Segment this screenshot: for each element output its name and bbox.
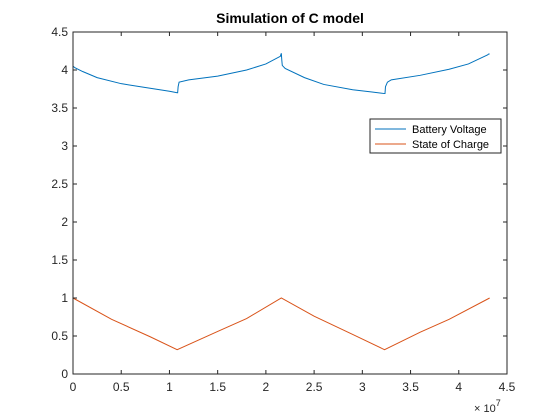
x-tick-label: 4 [455, 380, 462, 394]
y-tick-label: 0.5 [51, 329, 68, 343]
x-tick-label: 0 [70, 380, 77, 394]
series-layer [72, 53, 490, 351]
series-line-1 [72, 297, 490, 351]
legend: Battery Voltage State of Charge [369, 118, 502, 154]
x-tick-label: 0.5 [113, 380, 130, 394]
series-line-0 [72, 53, 490, 95]
y-tick-label: 4.5 [51, 25, 68, 39]
axes-frame [72, 31, 508, 375]
x-axis-exponent-label: × 107 [474, 398, 501, 415]
axes-box [72, 31, 508, 375]
chart-title: Simulation of C model [216, 10, 364, 26]
y-axis-ticks: 0 0.5 1 1.5 2 2.5 3 3.5 4 4.5 [51, 25, 507, 381]
y-tick-label: 1.5 [51, 253, 68, 267]
y-tick-label: 4 [61, 63, 68, 77]
y-tick-label: 3 [61, 139, 68, 153]
y-tick-label: 3.5 [51, 101, 68, 115]
x-axis-exponent-base: × 10 [474, 403, 496, 415]
legend-label-0: Battery Voltage [412, 124, 487, 136]
x-tick-label: 2 [263, 380, 270, 394]
y-tick-label: 2.5 [51, 177, 68, 191]
legend-box [369, 118, 502, 154]
legend-label-1: State of Charge [412, 139, 489, 151]
x-tick-label: 2.5 [306, 380, 323, 394]
x-tick-label: 1.5 [209, 380, 226, 394]
x-axis-ticks: 0 0.5 1 1.5 2 2.5 3 3.5 4 4.5 [70, 32, 516, 394]
plot-background [73, 32, 507, 374]
x-tick-label: 3 [359, 380, 366, 394]
y-tick-label: 0 [61, 367, 68, 381]
x-axis-exponent-power: 7 [496, 398, 501, 408]
plot-area [73, 32, 507, 374]
y-tick-label: 2 [61, 215, 68, 229]
x-tick-label: 3.5 [402, 380, 419, 394]
x-tick-label: 1 [166, 380, 173, 394]
x-tick-label: 4.5 [499, 380, 516, 394]
y-tick-label: 1 [61, 291, 68, 305]
